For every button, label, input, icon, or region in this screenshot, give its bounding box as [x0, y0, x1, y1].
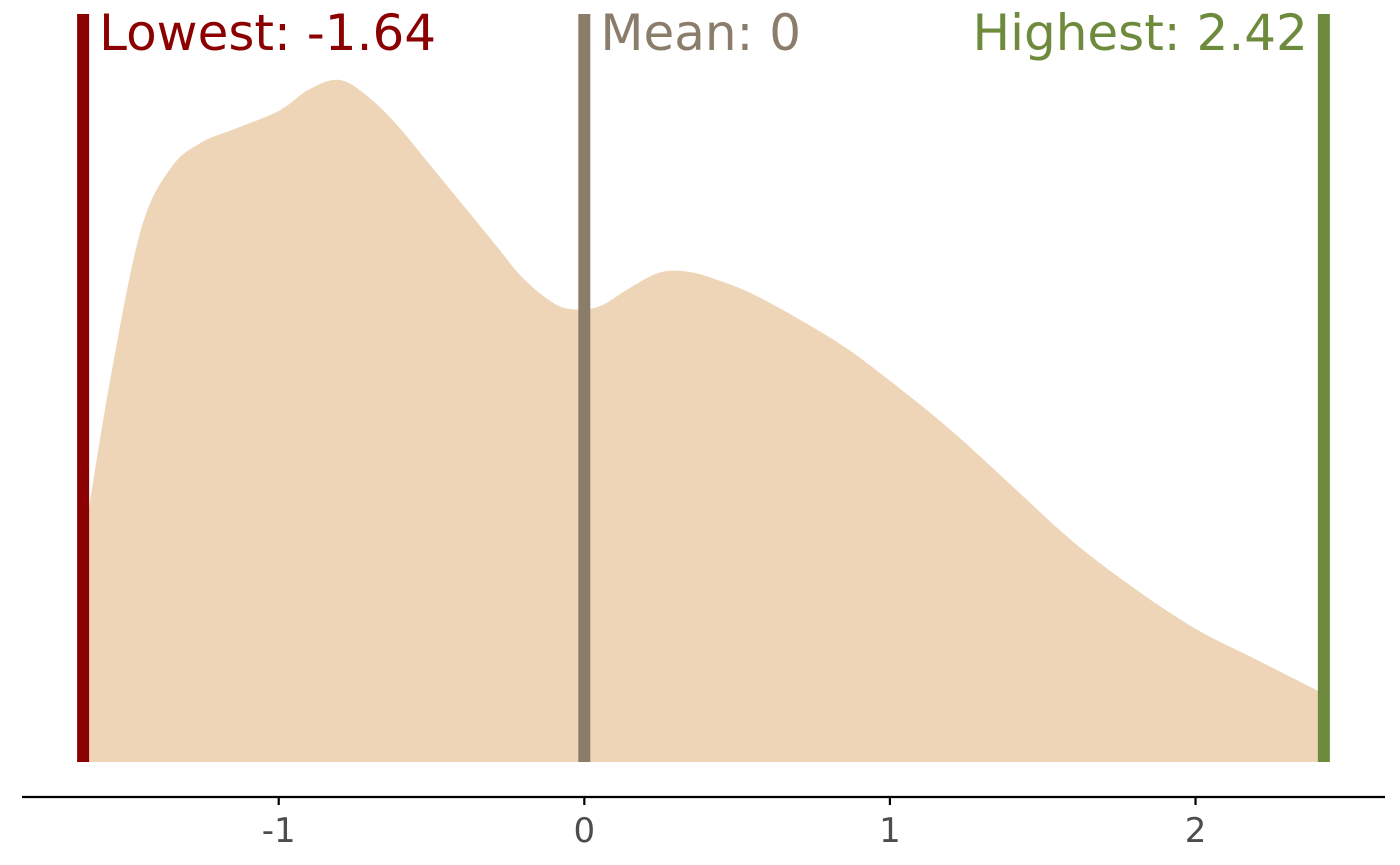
mean-label: Mean: 0 — [600, 4, 801, 62]
x-axis: -1 0 1 2 — [22, 795, 1385, 851]
density-area — [83, 79, 1324, 763]
highest-label: Highest: 2.42 — [972, 4, 1307, 62]
x-tick-label: 1 — [879, 811, 901, 851]
x-tick-label: -1 — [262, 811, 296, 851]
x-tick-label: 0 — [573, 811, 595, 851]
density-area-layer — [83, 79, 1324, 763]
x-tick-label: 2 — [1185, 811, 1207, 851]
lowest-label: Lowest: -1.64 — [99, 4, 436, 62]
reference-lines-layer: Lowest: -1.64 Mean: 0 Highest: 2.42 — [77, 4, 1330, 762]
